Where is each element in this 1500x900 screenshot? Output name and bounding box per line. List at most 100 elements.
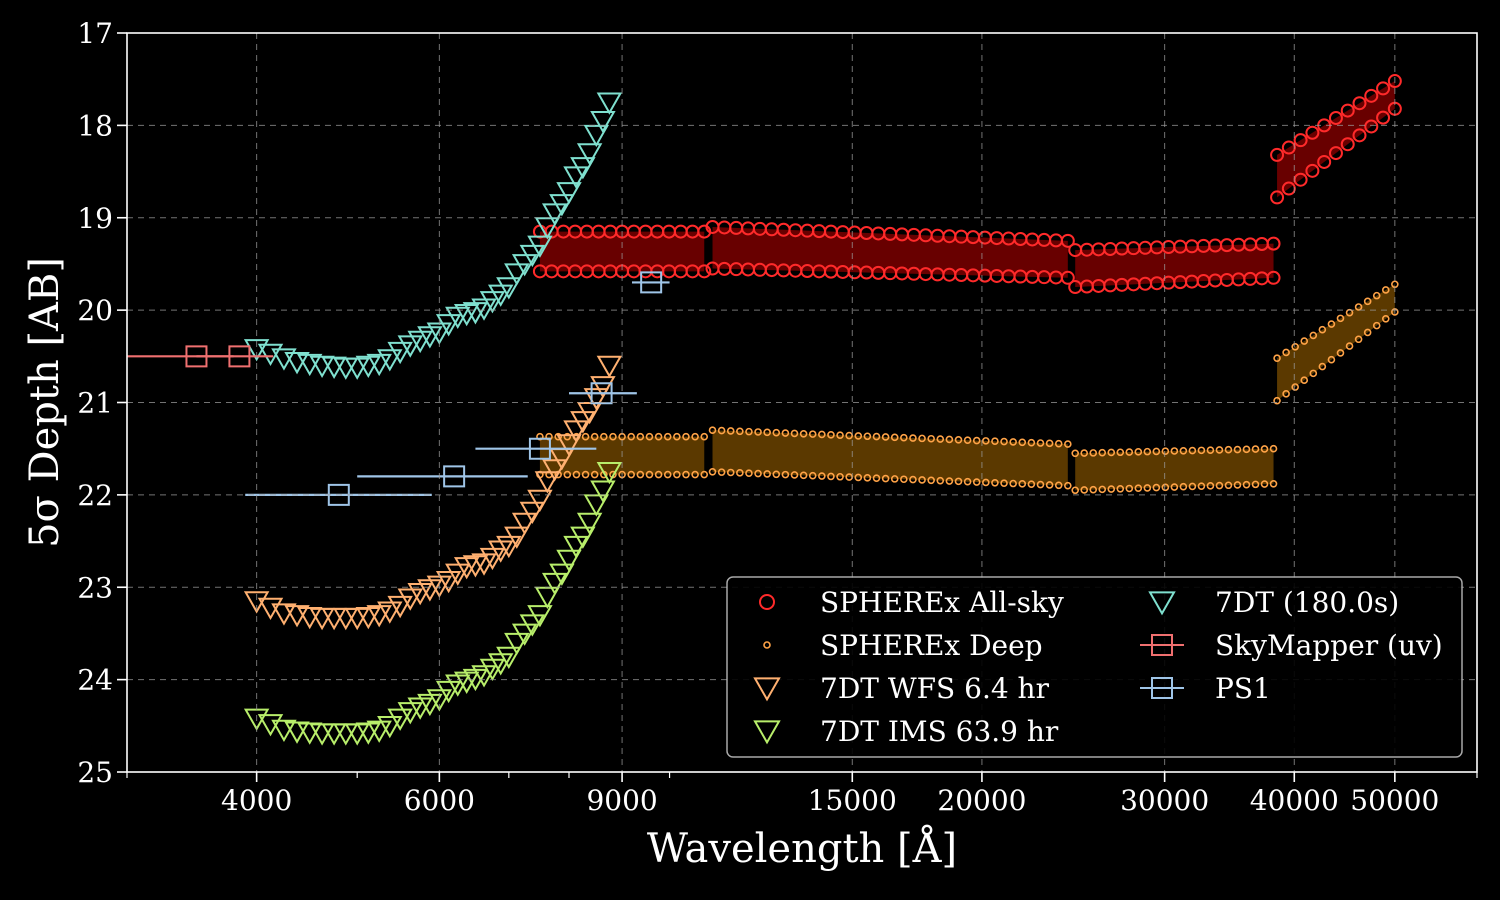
data-point (663, 470, 672, 479)
x-axis-title: Wavelength [Å] (647, 825, 957, 872)
data-point (818, 430, 826, 439)
data-point (519, 244, 546, 268)
data-point (1098, 485, 1107, 494)
legend-label: 7DT WFS 6.4 hr (820, 672, 1050, 705)
data-point (909, 434, 917, 442)
data-point (627, 470, 636, 479)
data-point (1215, 446, 1224, 454)
data-point (1345, 342, 1354, 350)
data-point (845, 431, 853, 440)
data-point (918, 476, 926, 484)
data-point (1269, 444, 1278, 453)
data-point (519, 614, 546, 637)
data-point (1300, 376, 1309, 384)
data-point (397, 335, 424, 358)
data-point (808, 471, 817, 480)
data-point (377, 601, 403, 624)
series-7dt-wfs-6-4-hr (243, 355, 623, 631)
y-tick-label: 20 (77, 294, 113, 327)
data-point (854, 473, 863, 482)
data-point (654, 470, 663, 479)
legend: SPHEREx All-sky SPHEREx Deep 7DT WFS 6.4 h… (726, 576, 1463, 758)
data-point (963, 477, 972, 486)
data-point (963, 436, 972, 444)
data-point (321, 723, 347, 746)
data-point (583, 124, 610, 148)
data-point (554, 432, 562, 441)
data-point (581, 470, 590, 479)
data-point (1060, 233, 1075, 248)
data-point (691, 432, 699, 441)
data-point (496, 535, 522, 559)
data-point (854, 432, 863, 440)
data-point (397, 702, 424, 725)
legend-entry: PS1 (1140, 672, 1271, 705)
data-point (185, 345, 208, 368)
data-point (1179, 446, 1188, 455)
data-point (1233, 481, 1242, 489)
legend-label: SPHEREx Deep (820, 629, 1043, 662)
data-point (1152, 483, 1161, 492)
data-point (1270, 147, 1285, 162)
data-point (1336, 314, 1345, 323)
y-axis-title: 5σ Depth [AB] (22, 257, 68, 548)
data-point (344, 607, 370, 631)
data-point (636, 470, 645, 479)
data-point (1161, 447, 1170, 456)
y-tick-label: 18 (77, 109, 113, 142)
legend-label: PS1 (1215, 672, 1271, 705)
data-point (627, 432, 636, 441)
data-point (772, 470, 781, 479)
data-point (673, 432, 681, 441)
x-tick-label: 4000 (221, 784, 292, 817)
y-tick-label: 21 (77, 387, 113, 420)
data-point (1206, 446, 1215, 454)
x-tick-label: 30000 (1120, 784, 1209, 817)
data-point (1143, 484, 1152, 492)
data-point (982, 437, 990, 445)
data-point (799, 471, 808, 480)
legend-entry: 7DT WFS 6.4 hr (753, 672, 1050, 705)
data-point (600, 432, 608, 441)
data-point (1089, 449, 1098, 457)
data-point (863, 432, 872, 441)
data-point (435, 314, 462, 337)
data-point (1152, 447, 1161, 456)
data-point (355, 607, 382, 630)
data-point (1179, 482, 1188, 491)
data-point (590, 432, 599, 441)
data-point (563, 166, 589, 189)
data-point (504, 632, 530, 656)
data-point (1224, 445, 1233, 454)
data-point (900, 475, 908, 484)
data-point (909, 475, 917, 484)
data-point (1281, 140, 1296, 155)
data-point (881, 474, 890, 483)
series-skymapper-uv- (127, 345, 274, 368)
data-point (836, 431, 844, 439)
data-point (1352, 128, 1367, 143)
data-point (583, 494, 610, 517)
data-point (1266, 270, 1281, 285)
data-point (366, 353, 392, 377)
legend-marker (1151, 634, 1173, 656)
data-point (954, 436, 963, 444)
data-point (954, 477, 963, 486)
data-point (377, 716, 403, 739)
data-point (453, 304, 480, 327)
data-point (1317, 154, 1332, 169)
data-point (863, 474, 872, 482)
data-point (1293, 133, 1308, 148)
data-point (453, 557, 480, 580)
data-point (945, 435, 954, 444)
data-point (397, 588, 424, 611)
data-point (745, 427, 753, 436)
data-point (927, 434, 935, 443)
data-point (736, 427, 744, 436)
data-point (1054, 481, 1063, 490)
data-point (1387, 74, 1402, 89)
data-point (736, 469, 744, 477)
data-point (228, 345, 251, 368)
data-point (781, 429, 790, 437)
data-point (1309, 369, 1318, 378)
